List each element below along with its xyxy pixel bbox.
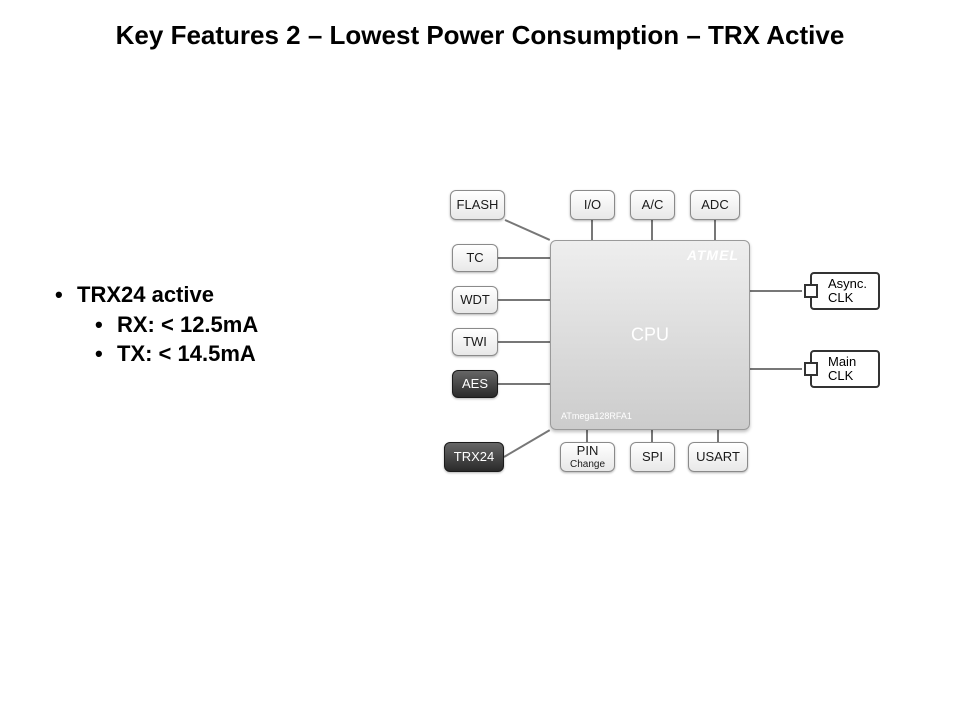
module-flash: FLASH (450, 190, 505, 220)
module-twi: TWI (452, 328, 498, 356)
bullet-main: TRX24 active RX: < 12.5mA TX: < 14.5mA (55, 280, 425, 369)
module-asyncclk: Async.CLK (810, 272, 880, 310)
connector (505, 219, 551, 241)
module-tc: TC (452, 244, 498, 272)
module-pinchange: PINChange (560, 442, 615, 472)
connector (750, 368, 802, 370)
connector (498, 383, 550, 385)
clk-knob-icon (804, 362, 818, 376)
block-diagram: CPU ATmega128RFA1 ATMEL FLASH I/O A/C ADC TC WDT… (430, 180, 910, 510)
clk-knob-icon (804, 284, 818, 298)
module-adc: ADC (690, 190, 740, 220)
connector (651, 430, 653, 442)
cpu-block: CPU ATmega128RFA1 ATMEL (550, 240, 750, 430)
connector (651, 220, 653, 240)
module-spi: SPI (630, 442, 675, 472)
atmel-logo: ATMEL (687, 247, 739, 263)
bullet-rx: RX: < 12.5mA (95, 310, 425, 340)
bullet-tx: TX: < 14.5mA (95, 339, 425, 369)
module-aes: AES (452, 370, 498, 398)
connector (586, 430, 588, 442)
connector (591, 220, 593, 240)
slide: Key Features 2 – Lowest Power Consumptio… (0, 0, 960, 720)
connector (750, 290, 802, 292)
bullet-list: TRX24 active RX: < 12.5mA TX: < 14.5mA (55, 280, 425, 369)
slide-title: Key Features 2 – Lowest Power Consumptio… (0, 20, 960, 51)
module-usart: USART (688, 442, 748, 472)
bullet-main-text: TRX24 active (77, 282, 214, 307)
cpu-sublabel: ATmega128RFA1 (561, 411, 632, 421)
module-trx24: TRX24 (444, 442, 504, 472)
module-wdt: WDT (452, 286, 498, 314)
connector (503, 429, 550, 458)
connector (717, 430, 719, 442)
connector (714, 220, 716, 240)
cpu-label: CPU (631, 325, 669, 346)
module-ac: A/C (630, 190, 675, 220)
connector (498, 257, 550, 259)
module-io: I/O (570, 190, 615, 220)
module-mainclk: MainCLK (810, 350, 880, 388)
connector (498, 299, 550, 301)
connector (498, 341, 550, 343)
